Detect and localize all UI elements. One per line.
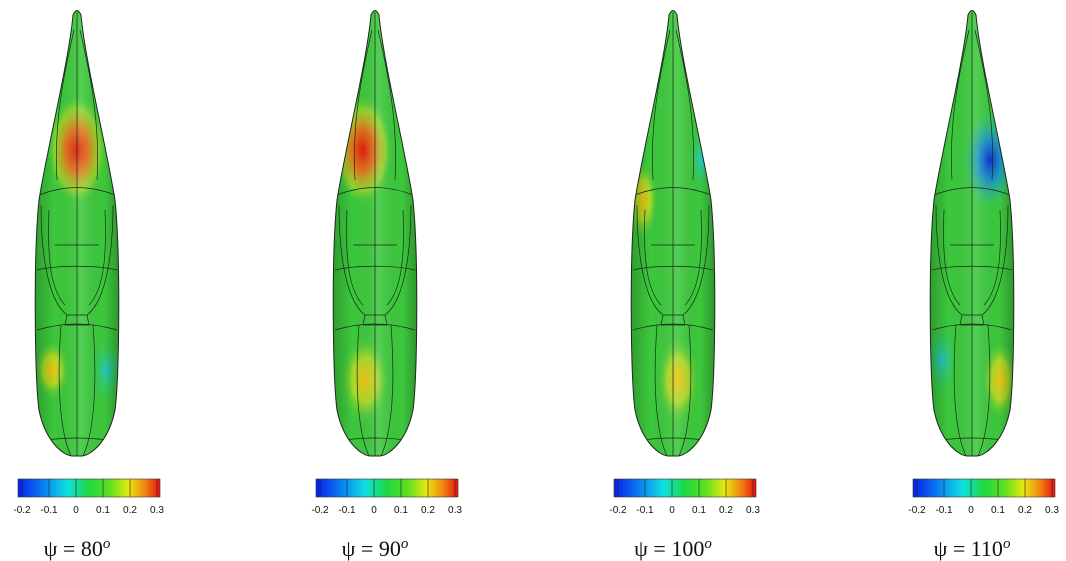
colorbar-tick-label: 0 — [968, 505, 974, 516]
body-outline — [929, 10, 1015, 457]
colorbar-tick-label: -0.2 — [609, 505, 627, 516]
wire-line — [632, 323, 714, 331]
contours — [35, 10, 119, 456]
colorbar — [17, 478, 161, 498]
wire-line — [642, 437, 704, 441]
colorbar-tick-label: 0.2 — [421, 505, 435, 516]
wire-line — [346, 209, 404, 306]
wire-line — [46, 437, 108, 441]
panel: -0.2 -0.1 0 0.1 0.2 0.3 ψ = 100o — [609, 10, 760, 561]
wire-line — [931, 323, 1013, 331]
colorbar-tick-label: 0.1 — [96, 505, 110, 516]
wire-line — [644, 209, 702, 306]
colorbar-tick-label: 0.1 — [991, 505, 1005, 516]
label-sup: o — [103, 536, 111, 552]
wire-line — [344, 437, 406, 441]
label-main: ψ = 100 — [634, 536, 704, 561]
colorbar-tick-label: -0.1 — [338, 505, 356, 516]
wire-line — [636, 204, 710, 316]
panel-label: ψ = 110o — [934, 536, 1011, 561]
wire-line — [38, 187, 116, 196]
wire-line — [660, 314, 686, 326]
colorbar-tick-label: -0.2 — [311, 505, 329, 516]
colorbar-tick-label: -0.1 — [636, 505, 654, 516]
wire-line — [48, 209, 106, 306]
colorbar-tick-label: 0.2 — [719, 505, 733, 516]
wire-line — [55, 29, 99, 181]
wire-line — [338, 204, 412, 316]
wireframe — [632, 12, 714, 456]
label-sup: o — [401, 536, 409, 552]
wire-line — [40, 204, 114, 316]
colorbar-tick-label: -0.1 — [935, 505, 953, 516]
label-main: ψ = 90 — [342, 536, 401, 561]
wireframe — [931, 12, 1013, 456]
body-outline — [34, 10, 120, 457]
colorbar — [613, 478, 757, 498]
colorbar — [315, 478, 459, 498]
wire-line — [935, 204, 1009, 316]
colorbar-tick-label: -0.2 — [13, 505, 31, 516]
wire-line — [64, 314, 90, 326]
wire-line — [933, 187, 1011, 196]
wire-line — [931, 244, 1013, 271]
colorbar — [912, 478, 1056, 498]
wire-line — [941, 437, 1003, 441]
colorbar-tick-label: -0.2 — [908, 505, 926, 516]
label-sup: o — [704, 536, 712, 552]
wire-line — [58, 324, 96, 456]
wire-line — [356, 324, 394, 456]
colorbar-tick-label: 0.3 — [150, 505, 164, 516]
panel-label: ψ = 80o — [44, 536, 111, 561]
contours — [930, 10, 1014, 456]
colorbar-tick-label: 0 — [371, 505, 377, 516]
colorbar-tick-label: -0.1 — [40, 505, 58, 516]
wire-line — [334, 323, 416, 331]
label-sup: o — [1003, 536, 1011, 552]
colorbar-tick-label: 0.3 — [448, 505, 462, 516]
wireframe — [334, 12, 416, 456]
label-main: ψ = 80 — [44, 536, 103, 561]
wire-line — [362, 314, 388, 326]
wire-line — [634, 187, 712, 196]
panel-label: ψ = 90o — [342, 536, 409, 561]
colorbar-tick-label: 0.1 — [692, 505, 706, 516]
colorbar-tick-label: 0 — [669, 505, 675, 516]
colorbar-tick-label: 0.2 — [123, 505, 137, 516]
panel: -0.2 -0.1 0 0.1 0.2 0.3 ψ = 110o — [908, 10, 1059, 561]
panel-label: ψ = 100o — [634, 536, 712, 561]
wire-line — [334, 244, 416, 271]
colorbar-tick-label: 0.1 — [394, 505, 408, 516]
wire-line — [632, 244, 714, 271]
wire-line — [959, 314, 985, 326]
wire-line — [36, 244, 118, 271]
colorbar-tick-label: 0.3 — [1045, 505, 1059, 516]
colorbar-tick-label: 0.2 — [1018, 505, 1032, 516]
wire-line — [943, 209, 1001, 306]
wire-line — [654, 324, 692, 456]
wire-line — [336, 187, 414, 196]
label-main: ψ = 110 — [934, 536, 1003, 561]
colorbar-tick-label: 0.3 — [746, 505, 760, 516]
wire-line — [953, 324, 991, 456]
wire-line — [950, 29, 994, 181]
body-outline — [332, 10, 418, 457]
body-outline — [630, 10, 716, 457]
wire-line — [353, 29, 397, 181]
colorbar-tick-label: 0 — [73, 505, 79, 516]
wireframe — [36, 12, 118, 456]
wire-line — [36, 323, 118, 331]
panel: -0.2 -0.1 0 0.1 0.2 0.3 ψ = 90o — [311, 10, 462, 561]
wire-line — [651, 29, 695, 181]
panel: -0.2 -0.1 0 0.1 0.2 0.3 ψ = 80o — [13, 10, 164, 561]
